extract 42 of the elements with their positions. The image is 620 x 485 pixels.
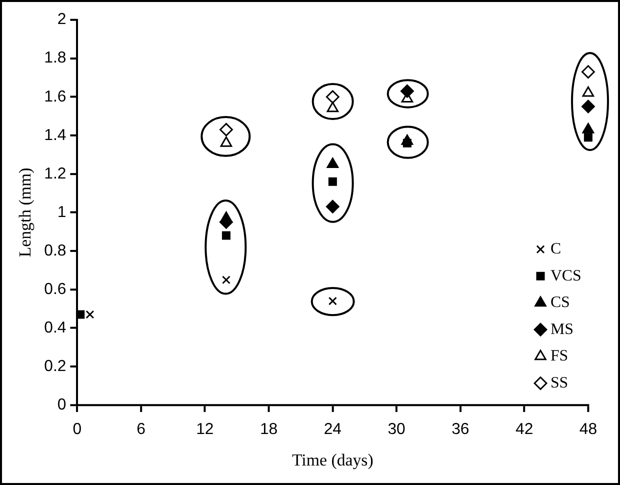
y-tick-label: 1.8 xyxy=(44,50,66,67)
y-tick-label: 0.8 xyxy=(44,242,66,260)
x-tick-label: 30 xyxy=(388,420,406,438)
point xyxy=(222,276,230,284)
point xyxy=(76,310,85,319)
x-tick-label: 6 xyxy=(136,420,146,438)
y-tick-label: 0.4 xyxy=(44,319,66,336)
point xyxy=(328,177,337,186)
legend-label: SS xyxy=(550,374,568,392)
y-tick-label: 1.6 xyxy=(44,88,66,106)
y-tick-label: 1.2 xyxy=(44,165,66,182)
x-tick-label: 42 xyxy=(515,420,534,438)
legend-label: FS xyxy=(550,348,568,365)
point xyxy=(581,100,595,114)
legend-label: C xyxy=(550,240,562,258)
y-tick-label: 1 xyxy=(57,204,66,221)
point xyxy=(582,122,594,134)
y-axis-title: Length (mm) xyxy=(15,168,34,258)
x-tick-label: 18 xyxy=(260,420,278,438)
point xyxy=(326,200,340,214)
point xyxy=(220,136,232,147)
y-tick-label: 0.2 xyxy=(44,358,66,375)
y-tick-label: 0.6 xyxy=(44,280,66,298)
x-axis-title: Time (days) xyxy=(292,450,374,470)
point xyxy=(220,212,232,222)
x-tick-label: 0 xyxy=(72,420,82,438)
point xyxy=(582,86,594,97)
y-tick-label: 2 xyxy=(57,11,66,28)
x-tick-label: 48 xyxy=(579,420,598,438)
point xyxy=(86,310,94,319)
legend-label: MS xyxy=(550,320,574,338)
y-tick-label: 1.4 xyxy=(44,126,66,144)
point xyxy=(222,231,230,240)
point xyxy=(326,158,339,168)
point xyxy=(581,65,595,79)
x-tick-label: 12 xyxy=(196,420,214,438)
y-tick-label: 0 xyxy=(57,396,66,414)
legend-label: CS xyxy=(550,294,570,312)
point xyxy=(584,133,592,142)
x-tick-label: 24 xyxy=(324,420,342,438)
x-tick-label: 36 xyxy=(452,420,470,438)
legend-label: VCS xyxy=(550,267,582,284)
